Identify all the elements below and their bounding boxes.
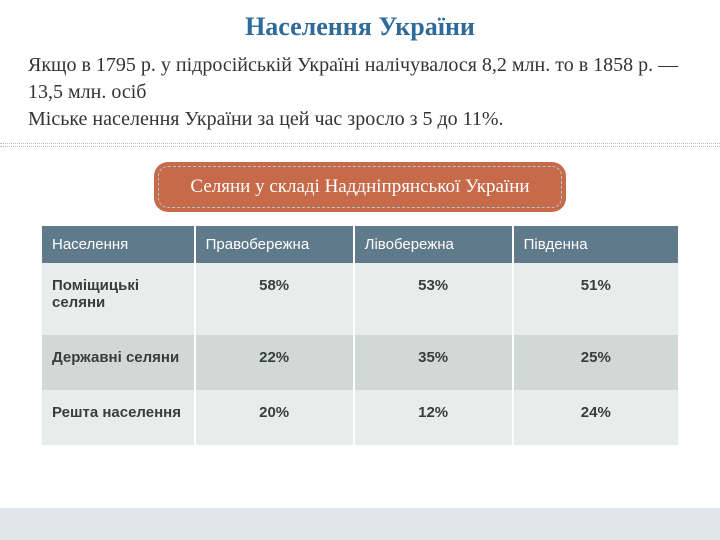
cell: 20% — [195, 390, 354, 445]
table-head: Населення Правобережна Лівобережна Півде… — [42, 226, 678, 263]
slide: Населення України Якщо в 1795 р. у підро… — [0, 0, 720, 540]
footer-band — [0, 508, 720, 540]
page-title: Населення України — [0, 0, 720, 42]
intro-line1: Якщо в 1795 р. у підросійській Україні н… — [28, 54, 678, 103]
cell: 24% — [513, 390, 678, 445]
table-header-row: Населення Правобережна Лівобережна Півде… — [42, 226, 678, 263]
table-wrap: Населення Правобережна Лівобережна Півде… — [0, 226, 720, 445]
table-row: Решта населення 20% 12% 24% — [42, 390, 678, 445]
divider-dotted — [0, 143, 720, 144]
col-1: Правобережна — [195, 226, 354, 263]
col-0: Населення — [42, 226, 195, 263]
cell: 51% — [513, 263, 678, 335]
intro-text: Якщо в 1795 р. у підросійській Україні н… — [0, 42, 720, 141]
row-label: Решта населення — [42, 390, 195, 445]
table-row: Державні селяни 22% 35% 25% — [42, 335, 678, 390]
cell: 22% — [195, 335, 354, 390]
intro-line2: Міське населення України за цей час зрос… — [28, 108, 504, 130]
cell: 53% — [354, 263, 513, 335]
cell: 35% — [354, 335, 513, 390]
row-label: Поміщицькі селяни — [42, 263, 195, 335]
col-3: Південна — [513, 226, 678, 263]
col-2: Лівобережна — [354, 226, 513, 263]
cell: 12% — [354, 390, 513, 445]
cell: 58% — [195, 263, 354, 335]
banner-wrap: Селяни у складі Наддніпрянської України — [0, 162, 720, 212]
table-row: Поміщицькі селяни 58% 53% 51% — [42, 263, 678, 335]
row-label: Державні селяни — [42, 335, 195, 390]
cell: 25% — [513, 335, 678, 390]
peasants-table: Населення Правобережна Лівобережна Півде… — [42, 226, 678, 445]
banner-label: Селяни у складі Наддніпрянської України — [190, 176, 529, 197]
banner: Селяни у складі Наддніпрянської України — [154, 162, 565, 212]
table-body: Поміщицькі селяни 58% 53% 51% Державні с… — [42, 263, 678, 445]
